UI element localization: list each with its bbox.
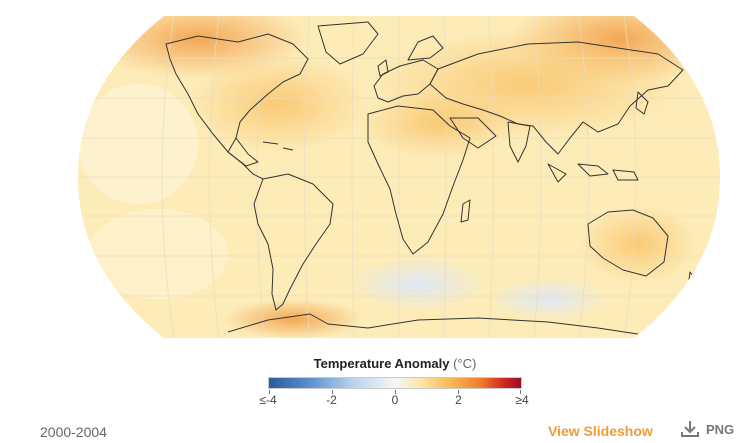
legend-tick-mark	[458, 390, 459, 394]
legend-tick-label: -2	[326, 393, 337, 407]
legend-tick-mark	[332, 390, 333, 394]
legend-tick-label: 0	[391, 393, 399, 407]
legend-title-text: Temperature Anomaly	[313, 356, 450, 371]
download-icon	[681, 421, 699, 437]
legend-unit: (°C)	[453, 356, 477, 371]
legend-title: Temperature Anomaly (°C)	[268, 356, 522, 371]
legend-tick-label: ≥4	[515, 393, 529, 407]
legend-tick-label: ≤-4	[259, 393, 277, 407]
map-svg	[78, 16, 720, 338]
legend-tick-mark	[519, 390, 521, 394]
legend: Temperature Anomaly (°C) ≤-4 -2 0 2 ≥4	[259, 356, 528, 409]
legend-color-bar	[268, 377, 522, 394]
view-slideshow-link[interactable]: View Slideshow	[548, 423, 653, 439]
temperature-anomaly-map	[78, 14, 720, 340]
download-png-label: PNG	[706, 421, 735, 437]
period-label: 2000-2004	[40, 424, 107, 440]
legend-tick-mark	[269, 390, 270, 394]
coastlines	[165, 21, 697, 335]
legend-tick-mark	[395, 390, 396, 394]
legend-tick-labels: ≤-4 -2 0 2 ≥4	[259, 393, 528, 409]
legend-tick-label: 2	[455, 393, 462, 407]
download-png-button[interactable]: PNG	[680, 419, 734, 439]
